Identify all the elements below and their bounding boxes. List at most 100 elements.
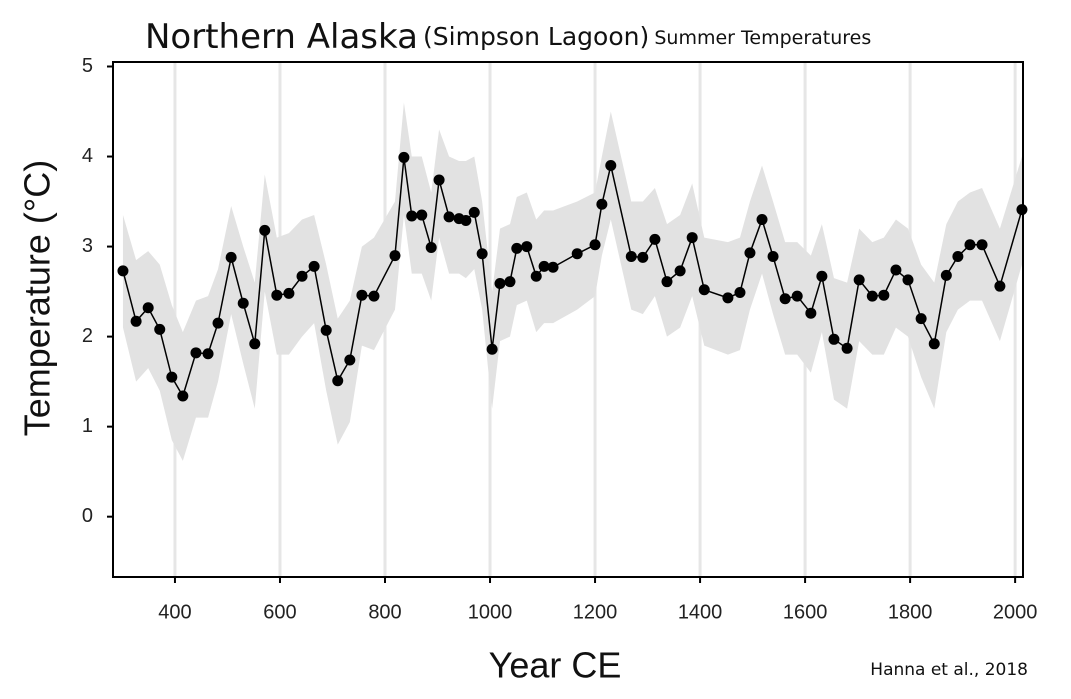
data-point bbox=[698, 284, 710, 296]
x-tick-label: 1000 bbox=[468, 601, 513, 623]
data-point bbox=[853, 274, 865, 286]
data-point bbox=[940, 269, 952, 281]
data-point bbox=[296, 270, 308, 282]
data-point bbox=[202, 348, 214, 360]
data-point bbox=[637, 251, 649, 263]
data-point bbox=[994, 280, 1006, 292]
data-point bbox=[767, 250, 779, 262]
data-point bbox=[734, 286, 746, 298]
data-point bbox=[249, 338, 261, 350]
data-point bbox=[368, 290, 380, 302]
x-axis-label: Year CE bbox=[489, 645, 622, 686]
data-point bbox=[356, 289, 368, 301]
data-point bbox=[476, 248, 488, 260]
data-point bbox=[828, 333, 840, 345]
data-point bbox=[468, 206, 480, 218]
data-point bbox=[596, 198, 608, 210]
data-point bbox=[398, 151, 410, 163]
data-point bbox=[674, 265, 686, 277]
annotation: Hanna et al., 2018 bbox=[870, 660, 1028, 680]
data-point bbox=[425, 241, 437, 253]
data-point bbox=[190, 347, 202, 359]
data-point bbox=[952, 250, 964, 262]
data-point bbox=[589, 239, 601, 251]
plot-frame bbox=[112, 61, 1024, 578]
data-point bbox=[259, 224, 271, 236]
data-point bbox=[547, 261, 559, 273]
data-point bbox=[494, 277, 506, 289]
y-tick-label: 1 bbox=[82, 415, 93, 437]
data-point bbox=[866, 290, 878, 302]
data-point bbox=[504, 276, 516, 288]
data-point bbox=[744, 247, 756, 259]
data-point bbox=[902, 274, 914, 286]
data-point bbox=[805, 307, 817, 319]
data-point bbox=[878, 289, 890, 301]
data-point bbox=[816, 270, 828, 282]
data-point bbox=[416, 209, 428, 221]
data-point bbox=[538, 260, 550, 272]
data-point bbox=[841, 342, 853, 354]
x-tick-label: 1400 bbox=[678, 601, 723, 623]
data-point bbox=[460, 214, 472, 226]
data-point bbox=[890, 264, 902, 276]
data-point bbox=[130, 315, 142, 327]
data-point bbox=[283, 287, 295, 299]
data-point bbox=[1016, 204, 1028, 216]
y-tick-label: 2 bbox=[82, 325, 93, 347]
data-point bbox=[791, 290, 803, 302]
data-point bbox=[154, 323, 166, 335]
data-point bbox=[530, 270, 542, 282]
y-tick-label: 4 bbox=[82, 145, 93, 167]
data-point bbox=[779, 293, 791, 305]
y-tick-label: 5 bbox=[82, 55, 93, 77]
data-point bbox=[443, 211, 455, 223]
data-point bbox=[521, 241, 533, 253]
title-sub: (Simpson Lagoon) bbox=[423, 22, 649, 51]
data-point bbox=[308, 260, 320, 272]
data-point bbox=[320, 324, 332, 336]
uncertainty-band bbox=[122, 102, 1022, 461]
data-point bbox=[166, 371, 178, 383]
data-point bbox=[756, 214, 768, 226]
data-point bbox=[928, 338, 940, 350]
y-axis-label: Temperature (°C) bbox=[17, 160, 58, 436]
x-tick-label: 1600 bbox=[783, 601, 828, 623]
data-point bbox=[571, 248, 583, 260]
data-point bbox=[964, 239, 976, 251]
x-tick-label: 800 bbox=[368, 601, 401, 623]
title-main: Northern Alaska bbox=[145, 17, 418, 57]
x-tick-label: 600 bbox=[263, 601, 296, 623]
data-point bbox=[433, 174, 445, 186]
data-point bbox=[225, 251, 237, 263]
data-point bbox=[722, 292, 734, 304]
data-point bbox=[344, 354, 356, 366]
y-tick-label: 3 bbox=[82, 235, 93, 257]
data-point bbox=[177, 390, 189, 402]
data-point bbox=[625, 250, 637, 262]
data-point bbox=[661, 276, 673, 288]
x-tick-label: 1200 bbox=[573, 601, 618, 623]
x-tick-label: 2000 bbox=[993, 601, 1038, 623]
data-point bbox=[237, 297, 249, 309]
data-point bbox=[212, 317, 224, 329]
data-point bbox=[686, 232, 698, 244]
title-tail: Summer Temperatures bbox=[654, 27, 871, 49]
chart-title: Northern Alaska (Simpson Lagoon) Summer … bbox=[145, 17, 871, 57]
data-point bbox=[332, 375, 344, 387]
x-tick-label: 400 bbox=[158, 601, 191, 623]
y-tick-label: 0 bbox=[82, 505, 93, 527]
data-point bbox=[389, 250, 401, 262]
x-tick-label: 1800 bbox=[888, 601, 933, 623]
data-point bbox=[976, 239, 988, 251]
data-point bbox=[271, 289, 283, 301]
data-point bbox=[511, 242, 523, 254]
data-point bbox=[649, 233, 661, 245]
data-point bbox=[605, 160, 617, 172]
data-point bbox=[406, 210, 418, 222]
temperature-line bbox=[122, 157, 1023, 398]
data-point bbox=[117, 265, 129, 277]
data-point bbox=[915, 313, 927, 325]
data-point bbox=[486, 343, 498, 355]
